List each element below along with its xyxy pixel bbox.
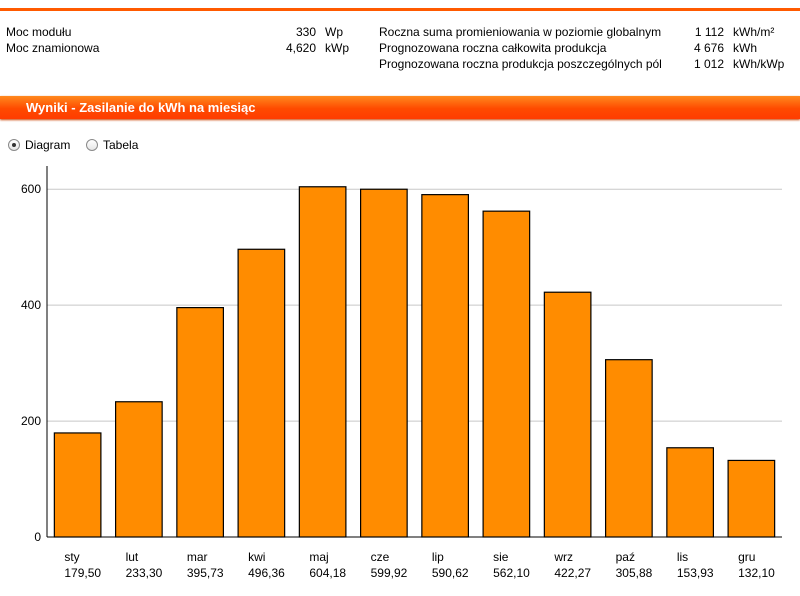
table-radio-label: Tabela: [103, 138, 139, 152]
top-accent-line: [0, 8, 800, 11]
total-production-unit: kWh: [733, 41, 757, 55]
rated-power-unit: kWp: [325, 41, 349, 55]
table-radio-option[interactable]: Tabela: [86, 137, 138, 153]
bar-value-label: 562,10: [493, 566, 530, 580]
total-production-value: 4 676: [693, 41, 724, 55]
bar-maj: [298, 186, 347, 538]
bar-value-label: 590,62: [432, 566, 469, 580]
bar-lut: [114, 401, 163, 538]
bar-value-label: 153,93: [677, 566, 714, 580]
bar-gru: [727, 459, 776, 538]
bar-value-label: 305,88: [616, 566, 653, 580]
bar-value-label: 422,27: [554, 566, 591, 580]
module-power-value: 330: [295, 25, 316, 39]
y-tick-label: 200: [21, 414, 41, 428]
results-title: Wyniki - Zasilanie do kWh na miesiąc: [26, 100, 256, 115]
bar-value-label: 599,92: [371, 566, 408, 580]
bar-value-label: 395,73: [187, 566, 224, 580]
bar-value-label: 496,36: [248, 566, 285, 580]
x-category-label: kwi: [248, 550, 265, 564]
y-tick-label: 0: [34, 530, 41, 544]
diagram-radio-label: Diagram: [25, 138, 71, 152]
irradiation-value: 1 112: [694, 25, 724, 39]
chart-svg: 0 200 400 600 sty 179,50 lut 233,30 mar 395,73 kwi…: [21, 166, 782, 580]
y-tick-label: 400: [21, 298, 41, 312]
irradiation-unit: kWh/m²: [733, 25, 775, 39]
x-category-label: lip: [432, 550, 444, 564]
x-category-label: lut: [126, 550, 139, 564]
x-category-label: paź: [616, 550, 635, 564]
x-category-label: sty: [64, 550, 79, 564]
bar-value-label: 132,10: [738, 566, 775, 580]
bar-lip: [421, 194, 470, 538]
specific-production-unit: kWh/kWp: [733, 57, 785, 71]
bar-mar: [176, 307, 225, 538]
bar-cze: [360, 188, 408, 538]
module-power-unit: Wp: [325, 25, 343, 39]
specific-production-value: 1 012: [693, 57, 724, 71]
total-production-label: Prognozowana roczna całkowita produkcja: [379, 41, 607, 55]
module-power-label: Moc modułu: [6, 25, 72, 39]
specific-production-label: Prognozowana roczna produkcja poszczegól…: [379, 57, 662, 71]
irradiation-label: Roczna suma promieniowania w poziomie gl…: [379, 25, 662, 39]
bar-kwi: [237, 248, 286, 538]
bar-paź: [604, 359, 653, 538]
x-category-label: maj: [309, 550, 328, 564]
rated-power-value: 4,620: [285, 41, 316, 55]
bar-lis: [666, 447, 714, 538]
monthly-production-chart: 0 200 400 600 sty 179,50 lut 233,30 mar 395,73 kwi…: [0, 160, 800, 593]
bar-sty: [53, 432, 102, 538]
x-category-label: cze: [371, 550, 390, 564]
bar-sie: [482, 210, 531, 538]
diagram-radio-button[interactable]: [8, 139, 20, 151]
table-radio-button[interactable]: [86, 139, 98, 151]
x-category-label: lis: [677, 550, 688, 564]
bar-value-label: 233,30: [126, 566, 163, 580]
rated-power-label: Moc znamionowa: [6, 41, 100, 55]
x-category-label: mar: [187, 550, 208, 564]
diagram-radio-option[interactable]: Diagram: [8, 137, 70, 153]
x-category-label: wrz: [553, 550, 573, 564]
bar-value-label: 604,18: [309, 566, 346, 580]
bar-wrz: [543, 291, 592, 538]
results-header-bar: Wyniki - Zasilanie do kWh na miesiąc: [0, 96, 800, 119]
bar-value-label: 179,50: [64, 566, 101, 580]
x-category-label: gru: [738, 550, 755, 564]
x-category-label: sie: [493, 550, 509, 564]
y-tick-label: 600: [21, 182, 41, 196]
